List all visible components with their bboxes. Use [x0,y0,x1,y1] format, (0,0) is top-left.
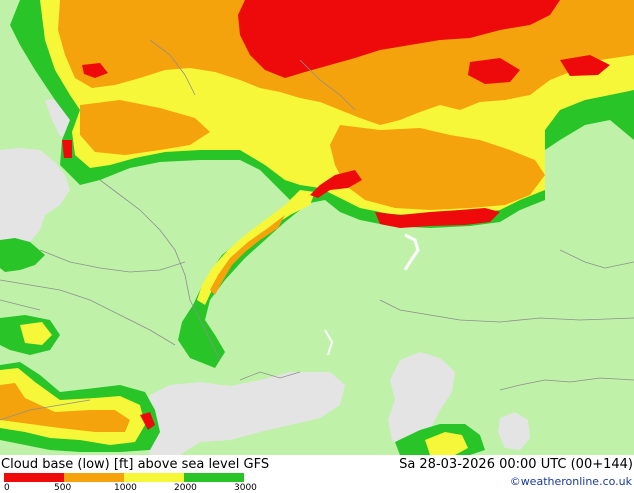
caspian-sea [388,352,455,452]
legend-tick-label: 1000 [114,483,137,493]
cloud-red-east [560,55,610,76]
cloud-orange-ridge [210,215,285,295]
cloud-orange-center [330,125,545,210]
cloud-green-west-strip [0,238,45,272]
legend-tick-label: 3000 [234,483,257,493]
legend-tick-label: 500 [54,483,72,493]
aral-sea [498,412,530,450]
cloud-red-north [238,0,560,78]
cloud-orange-southwest [0,383,130,432]
legend-segment [184,473,244,482]
cloud-red-west [82,63,108,78]
baltic-sea [0,148,70,252]
weather-map [0,0,634,455]
map-title: Cloud base (low) [ft] above sea level GF… [1,457,270,472]
map-svg [0,0,634,455]
black-sea [140,372,345,455]
cloud-red-west-edge [62,140,72,158]
ural-river [324,329,334,356]
country-borders [0,39,634,421]
credit-text: ©weatheronline.co.uk [509,475,632,488]
cloud-red-northeast [468,58,520,84]
cloud-yellow-south [425,432,468,455]
cloud-yellow-sw-patch [20,322,52,345]
legend-segment [4,473,64,482]
legend-tick-label: 2000 [174,483,197,493]
cloud-orange-west [80,100,210,155]
cloud-yellow-ridge [197,190,315,305]
valid-time: Sa 28-03-2026 00:00 UTC (00+144) [399,457,633,472]
legend-tick-label: 0 [4,483,10,493]
cloud-red-southwest [140,412,155,430]
map-footer: Cloud base (low) [ft] above sea level GF… [0,455,634,493]
volga-river [403,233,420,271]
legend-segment [124,473,184,482]
legend-segment [64,473,124,482]
cloud-red-south-band [375,208,500,228]
cloud-red-ridge [310,170,362,198]
legend-color-bar [4,473,244,482]
